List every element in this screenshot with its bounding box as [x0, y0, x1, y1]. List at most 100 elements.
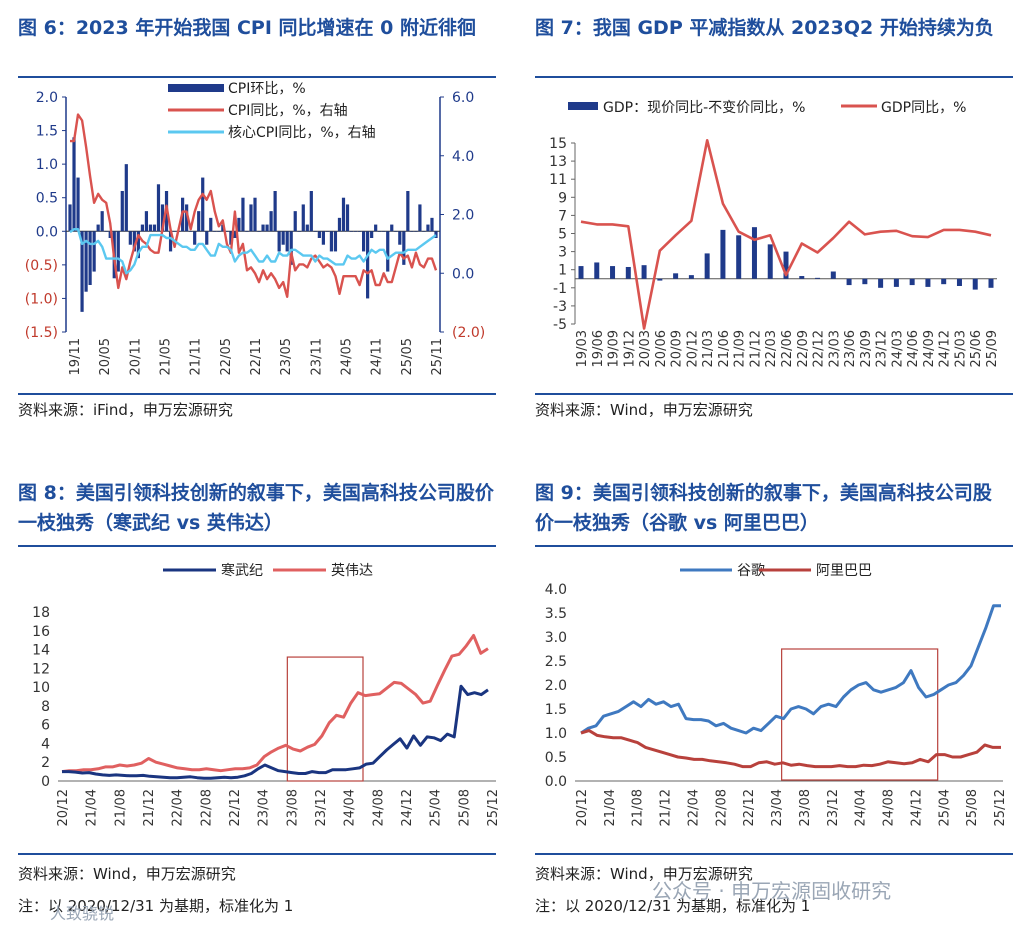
y-tick-label: 1: [558, 263, 567, 279]
gdp-gap-bar: [704, 253, 710, 279]
cpi-mom-bar: [92, 231, 96, 272]
y-tick-label: 15: [549, 136, 567, 152]
left-tick-label: 1.0: [36, 157, 58, 173]
gdp-gap-bar: [625, 266, 631, 279]
x-tick-label: 24/08: [371, 789, 386, 826]
cpi-mom-bar: [422, 231, 426, 232]
chart8-rule: [18, 545, 496, 547]
chart9-title: 图 9：美国引领科技创新的叙事下，美国高科技公司股价一枝独秀（谷歌 vs 阿里巴…: [535, 482, 992, 534]
cpi-mom-bar: [378, 231, 382, 232]
cpi-mom-bar: [197, 211, 201, 232]
x-tick-label: 25/05: [400, 338, 415, 375]
gdp-gap-bar: [610, 266, 616, 279]
gdp-gap-bar: [815, 277, 821, 279]
cpi-mom-bar: [349, 231, 354, 232]
y-tick-label: 1.5: [545, 702, 567, 718]
gdp-gap-bar: [767, 244, 773, 279]
x-tick-label: 25/11: [430, 338, 445, 375]
y-tick-label: -1: [553, 281, 567, 297]
cpi-mom-bar: [241, 197, 245, 232]
x-tick-label: 20/05: [98, 338, 113, 375]
cpi-mom-bar: [108, 231, 112, 238]
chart6-rule-bottom: [18, 393, 496, 395]
cpi-mom-bar: [402, 231, 406, 265]
chart8-note: 注：以 2020/12/31 为基期，标准化为 1: [18, 897, 294, 915]
x-tick-label: 23/11: [309, 338, 324, 375]
gdp-gap-bar: [736, 235, 742, 279]
cpi-mom-bar: [185, 204, 189, 232]
x-tick-label: 25/08: [965, 789, 980, 826]
chart7-title: 图 7：我国 GDP 平减指数从 2023Q2 开始持续为负: [535, 17, 994, 39]
cpi-mom-bar: [293, 211, 297, 232]
cpi-mom-bar: [104, 231, 108, 232]
x-tick-label: 23/03: [827, 330, 842, 367]
gdp-gap-bar: [830, 271, 836, 279]
chart9-rule: [535, 545, 1013, 547]
highlight-box: [286, 656, 364, 782]
x-tick-label: 23/05: [279, 338, 294, 375]
cpi-mom-bar: [76, 177, 80, 232]
y-tick-label: 5: [558, 227, 567, 243]
cpi-mom-bar: [390, 224, 394, 232]
x-tick-label: 20/12: [56, 789, 71, 826]
legend-label: GDP：现价同比-不变价同比，%: [603, 100, 805, 116]
cpi-mom-bar: [156, 184, 161, 232]
x-tick-label: 19/11: [68, 338, 83, 375]
x-tick-label: 24/06: [906, 330, 921, 367]
x-tick-label: 22/04: [686, 789, 701, 826]
x-tick-label: 22/12: [812, 330, 827, 367]
x-tick-label: 25/06: [969, 330, 984, 367]
cpi-mom-bar: [100, 211, 104, 232]
y-tick-label: 10: [32, 680, 50, 696]
cpi-mom-bar: [132, 231, 136, 252]
left-tick-label: 1.5: [36, 124, 58, 140]
cpi-mom-bar: [362, 231, 366, 252]
gdp-gap-bar: [673, 273, 679, 279]
y-tick-label: 14: [32, 643, 50, 659]
x-tick-label: 22/11: [249, 338, 264, 375]
x-tick-label: 25/12: [993, 789, 1008, 826]
y-tick-label: -3: [553, 299, 567, 315]
x-tick-label: 23/04: [770, 789, 785, 826]
cpi-mom-bar: [317, 231, 321, 238]
gdp-gap-bar: [578, 266, 584, 279]
cpi-mom-bar: [434, 231, 438, 238]
alibaba-line: [580, 729, 1001, 769]
cpi-mom-bar: [325, 231, 330, 232]
chart7-source: 资料来源：Wind，申万宏源研究: [535, 401, 753, 419]
x-tick-label: 20/09: [670, 330, 685, 367]
x-tick-label: 21/12: [142, 789, 157, 826]
cpi-mom-bar: [418, 204, 422, 232]
left-tick-label: (0.5): [25, 258, 58, 274]
cpi-mom-bar: [406, 191, 410, 232]
cpi-mom-bar: [233, 231, 237, 238]
cpi-mom-bar: [277, 231, 281, 252]
x-tick-label: 22/05: [219, 338, 234, 375]
right-tick-label: 0.0: [452, 266, 474, 282]
right-tick-label: 6.0: [452, 90, 474, 106]
chart6-source: 资料来源：iFind，申万宏源研究: [18, 401, 233, 419]
cpi-mom-bar: [297, 231, 301, 232]
x-tick-label: 19/06: [591, 330, 606, 367]
cpi-mom-bar: [68, 204, 72, 232]
y-tick-label: 11: [549, 172, 567, 188]
chart9-rule-bottom: [535, 853, 1013, 855]
x-tick-label: 24/12: [909, 789, 924, 826]
cpi-mom-bar: [345, 204, 350, 232]
cpi-mom-bar: [253, 197, 257, 232]
cpi-mom-bar: [357, 231, 362, 232]
cpi-mom-bar: [96, 224, 100, 232]
cpi-mom-bar: [313, 231, 317, 232]
cpi-mom-bar: [189, 231, 193, 232]
cpi-mom-bar: [333, 231, 338, 252]
cpi-mom-bar: [309, 191, 313, 232]
cpi-mom-bar: [257, 231, 261, 232]
cpi-mom-bar: [410, 231, 414, 232]
gdp-gap-bar: [972, 278, 978, 290]
x-tick-label: 23/08: [285, 789, 300, 826]
cpi-mom-bar: [152, 224, 157, 232]
x-tick-label: 24/04: [854, 789, 869, 826]
y-tick-label: 4.0: [545, 582, 567, 598]
chart9-source: 资料来源：Wind，申万宏源研究: [535, 865, 753, 883]
